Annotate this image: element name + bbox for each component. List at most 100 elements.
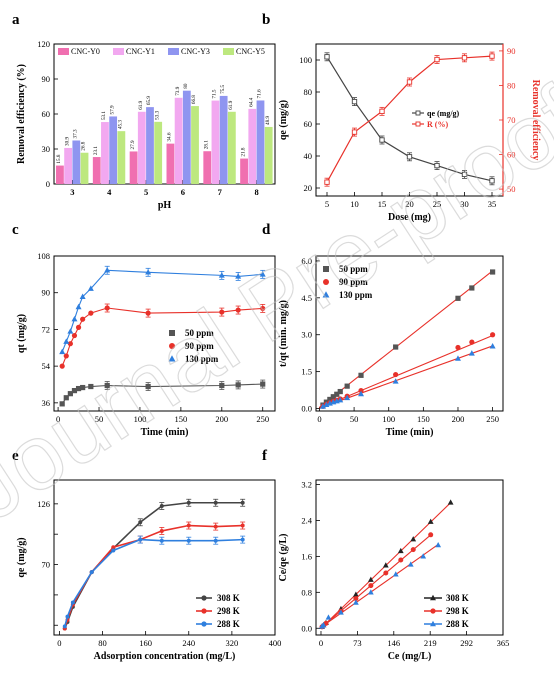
bar [109,116,118,184]
y-right-tick-label: 70 [507,115,516,125]
data-point [324,179,330,185]
legend-label: 130 ppm [185,354,219,364]
data-point [420,553,427,559]
y-axis-label: qe (mg/g) [16,537,27,577]
data-point [489,178,495,184]
y-tick-label: 20 [304,183,313,193]
data-point [367,589,374,595]
data-point [398,557,404,563]
data-point [75,324,82,330]
bar [154,121,163,184]
bar-value-label: 37.3 [73,129,79,138]
data-point [379,137,385,143]
data-point [410,547,416,553]
data-point [330,394,336,400]
bar [264,126,273,184]
data-point [382,562,389,568]
data-point [434,56,440,63]
y-tick-label: 60 [304,119,313,129]
data-point [67,391,73,397]
bar [248,108,257,184]
legend-label: 298 K [217,606,240,616]
x-tick-label: 6 [181,187,185,197]
data-point [71,388,78,394]
y-tick-label: 4.5 [301,293,312,303]
legend-marker [430,620,436,627]
bar [166,143,175,184]
x-tick-label: 4 [107,187,112,197]
legend-label: CNC-Y3 [181,47,210,56]
legend-swatch [168,48,179,55]
data-point [80,384,86,391]
data-point [393,344,399,350]
data-point [59,401,65,407]
x-axis-label: Dose (mg) [388,212,431,223]
y-tick-label: 70 [42,560,51,570]
y-tick-label: 1.6 [301,551,312,561]
data-point [406,154,413,160]
bar [101,122,109,184]
plot-frame [53,479,276,636]
data-point [469,285,475,291]
data-point [454,355,461,361]
data-point [325,614,332,620]
data-point [240,523,245,528]
data-point [353,599,359,605]
legend-marker [415,110,421,116]
data-point [434,162,440,169]
y-tick-label: 120 [37,39,50,49]
legend-label: CNC-Y5 [236,47,265,56]
legend-marker [430,608,436,614]
data-point [489,343,496,349]
legend-label: CNC-Y1 [126,47,155,56]
bar-value-label: 34.6 [167,132,173,141]
bar [64,147,73,184]
legend-marker [169,343,175,349]
x-tick-label: 5 [144,187,148,197]
legend-label: 50 ppm [185,328,214,338]
data-point [461,55,468,61]
bar-value-label: 61.9 [228,100,234,109]
y-tick-label: 3.2 [301,479,312,489]
series-line [61,307,263,367]
x-tick-label: 250 [486,414,499,424]
data-point [75,303,82,310]
x-axis-label: Time (min) [141,427,189,438]
series-line [64,501,243,629]
bar [80,152,89,184]
bar-value-label: 73.9 [175,86,181,95]
x-tick-label: 25 [433,199,442,209]
legend-marker [169,330,175,336]
data-point [435,542,442,548]
x-tick-label: 10 [350,199,359,209]
data-point [428,532,434,538]
legend-label: 288 K [217,619,240,629]
data-point [324,54,330,60]
x-tick-label: 150 [417,414,430,424]
data-point [159,528,164,533]
bar-value-label: 15.8 [56,154,62,163]
data-point [138,520,143,525]
data-point [63,353,69,359]
data-point [427,518,434,524]
data-point [186,523,191,528]
bar-value-label: 61.9 [138,100,144,109]
x-tick-label: 7 [218,187,223,197]
data-point [88,310,94,316]
bar [174,97,183,184]
data-point [358,372,364,378]
x-tick-label: 250 [256,414,269,424]
x-tick-label: 15 [378,199,387,209]
data-point [379,108,385,115]
bar [211,100,220,184]
x-tick-label: 160 [139,638,152,648]
y-axis-label: Removal efficiency (%) [16,64,27,164]
series-line [64,524,243,629]
bar-value-label: 28.1 [203,140,209,149]
legend-label: 50 ppm [339,264,368,274]
x-tick-label: 365 [497,638,510,648]
bar [256,100,265,184]
data-point [327,396,333,403]
plot-frame [315,255,504,412]
y-tick-label: 54 [42,361,51,371]
